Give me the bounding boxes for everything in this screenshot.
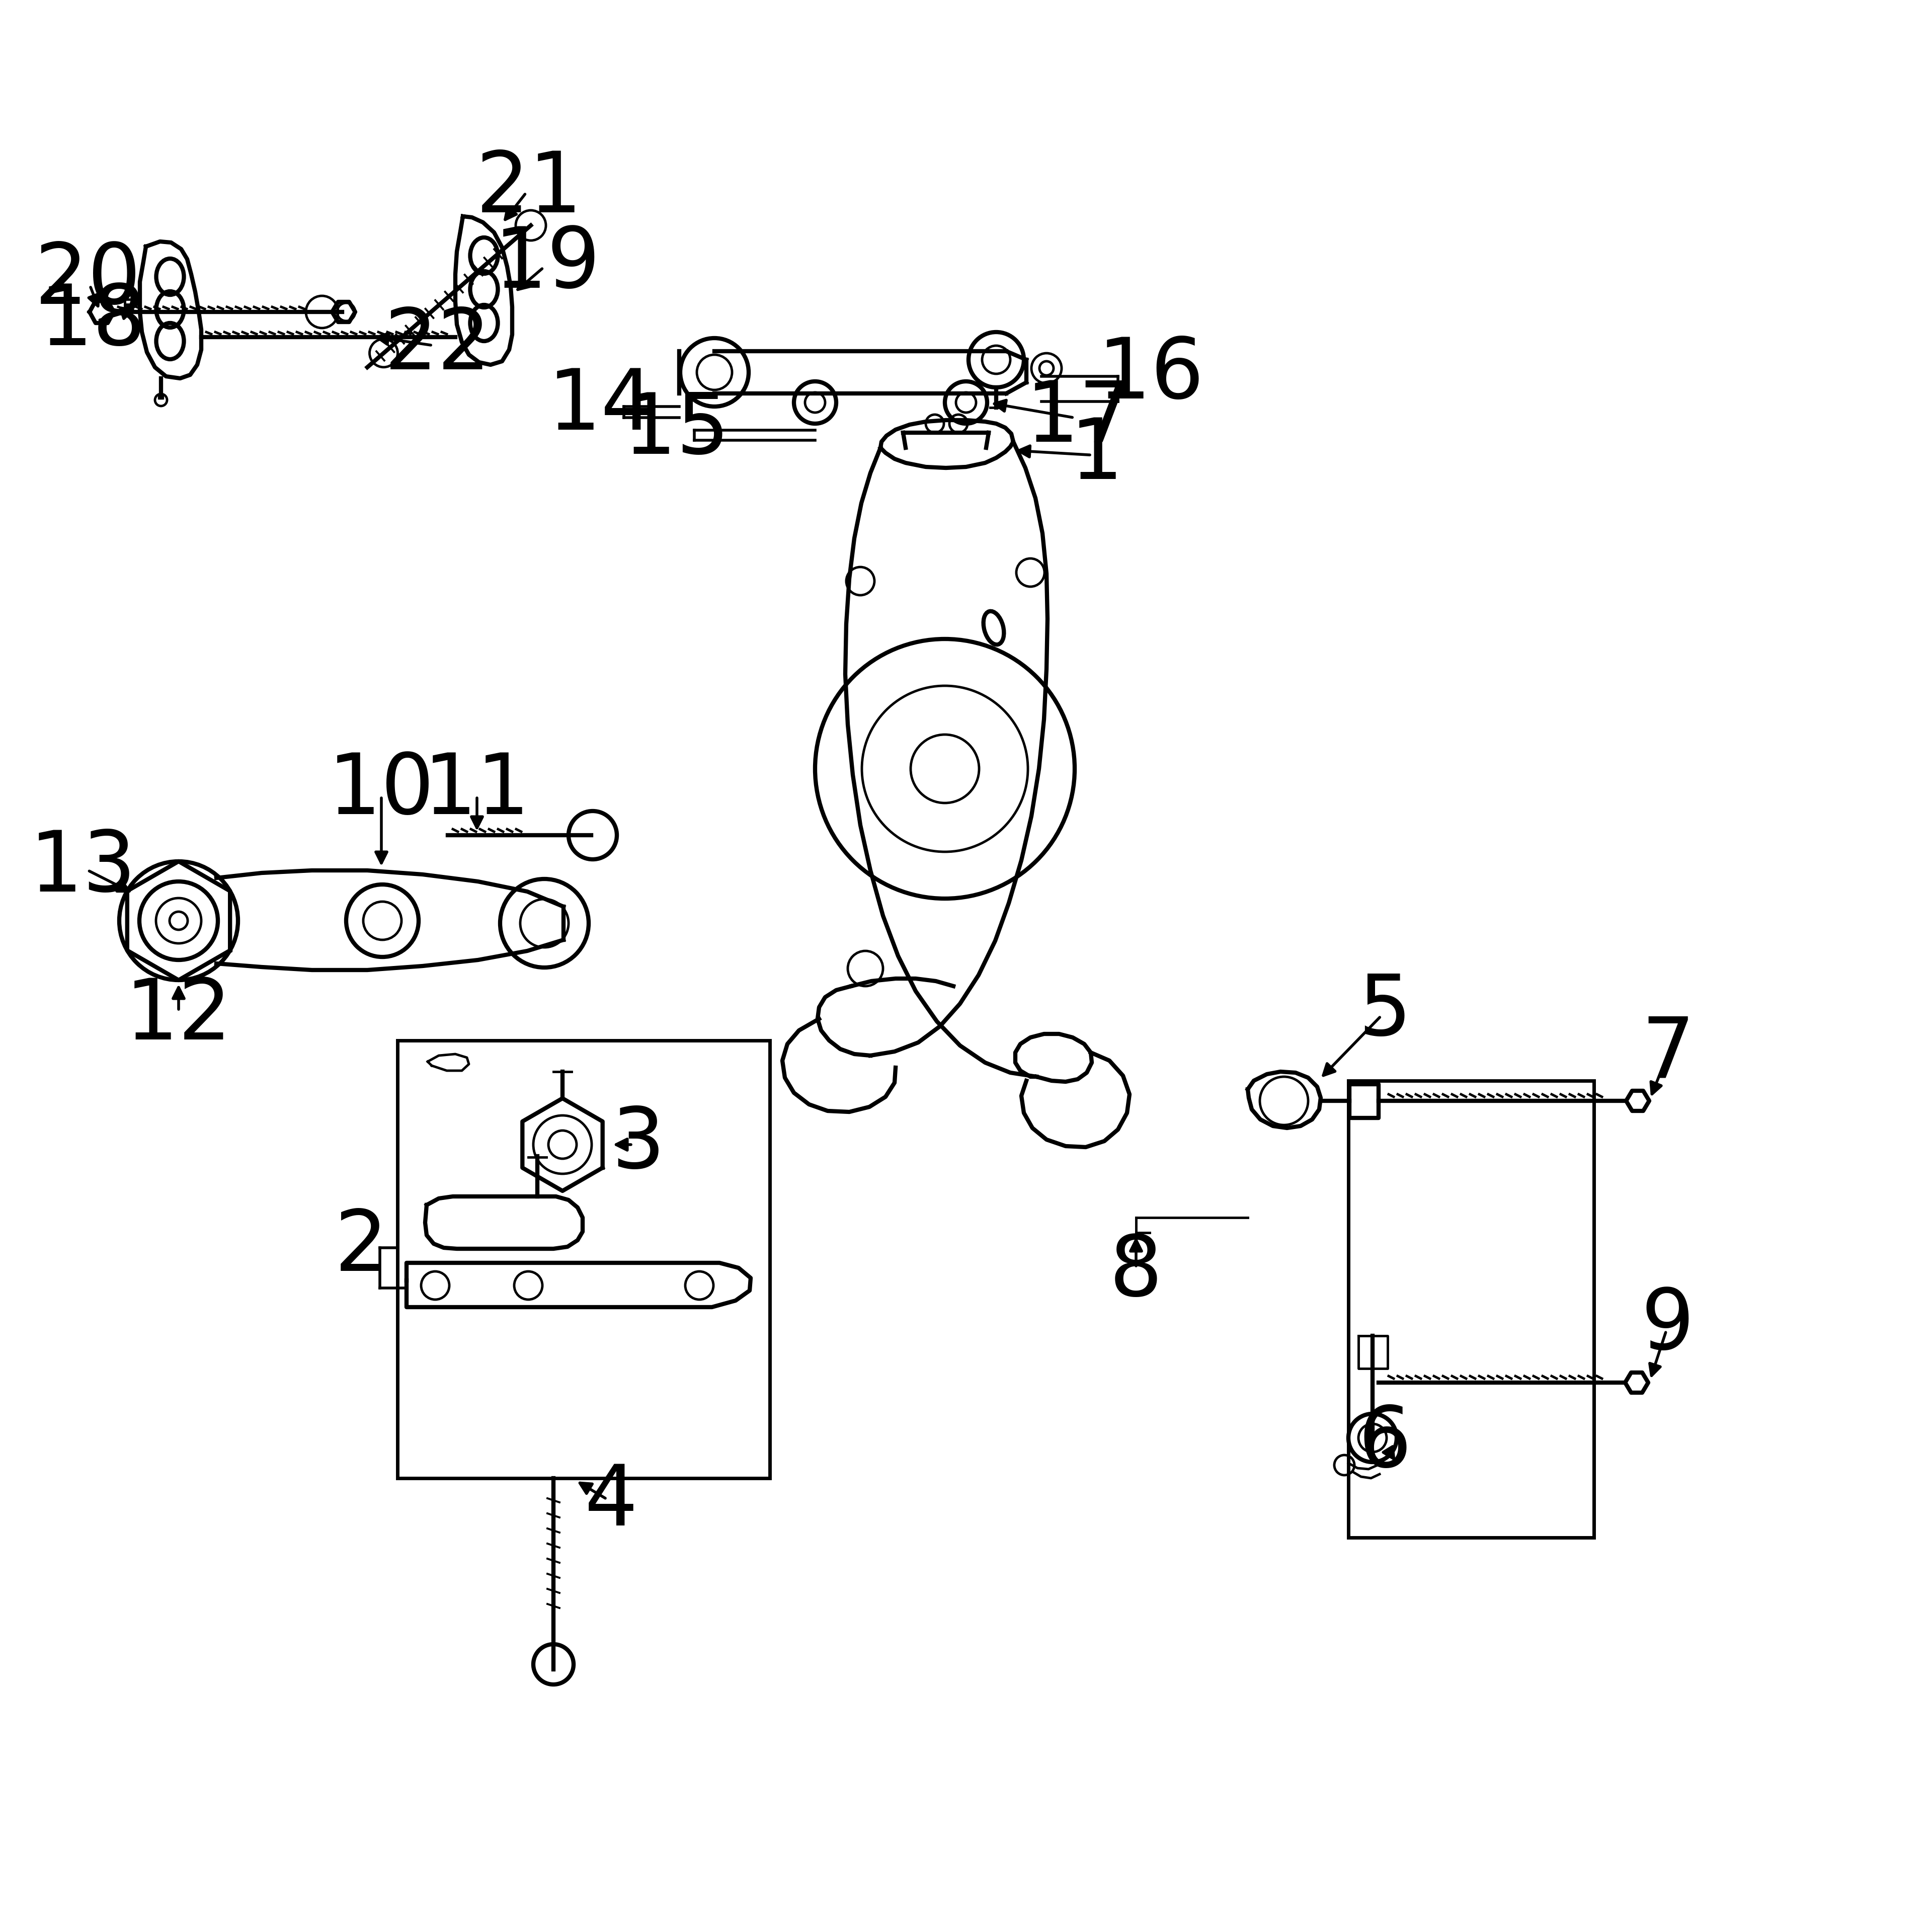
Text: 7: 7 bbox=[1640, 1012, 1694, 1095]
Text: 22: 22 bbox=[384, 305, 491, 386]
Bar bbox=[398, 1041, 769, 1478]
Text: 10: 10 bbox=[328, 750, 435, 833]
Text: 20: 20 bbox=[35, 240, 141, 323]
Text: 8: 8 bbox=[1109, 1233, 1163, 1314]
Text: 16: 16 bbox=[1097, 334, 1204, 415]
Bar bbox=[1349, 1080, 1594, 1538]
Text: 6: 6 bbox=[1358, 1403, 1410, 1486]
Text: 18: 18 bbox=[41, 280, 147, 363]
Text: 19: 19 bbox=[495, 222, 601, 305]
Text: 4: 4 bbox=[585, 1461, 638, 1544]
Text: 11: 11 bbox=[423, 750, 529, 833]
Text: 2: 2 bbox=[334, 1208, 388, 1289]
Text: 13: 13 bbox=[29, 827, 137, 908]
Text: 5: 5 bbox=[1358, 972, 1410, 1053]
Text: 14: 14 bbox=[549, 365, 655, 448]
Text: 15: 15 bbox=[624, 388, 730, 471]
Text: 3: 3 bbox=[611, 1103, 665, 1186]
Text: 21: 21 bbox=[475, 147, 583, 230]
Text: 12: 12 bbox=[126, 976, 232, 1057]
Text: 9: 9 bbox=[1640, 1285, 1694, 1366]
Text: 1: 1 bbox=[1070, 413, 1124, 497]
Text: 17: 17 bbox=[1026, 377, 1132, 460]
